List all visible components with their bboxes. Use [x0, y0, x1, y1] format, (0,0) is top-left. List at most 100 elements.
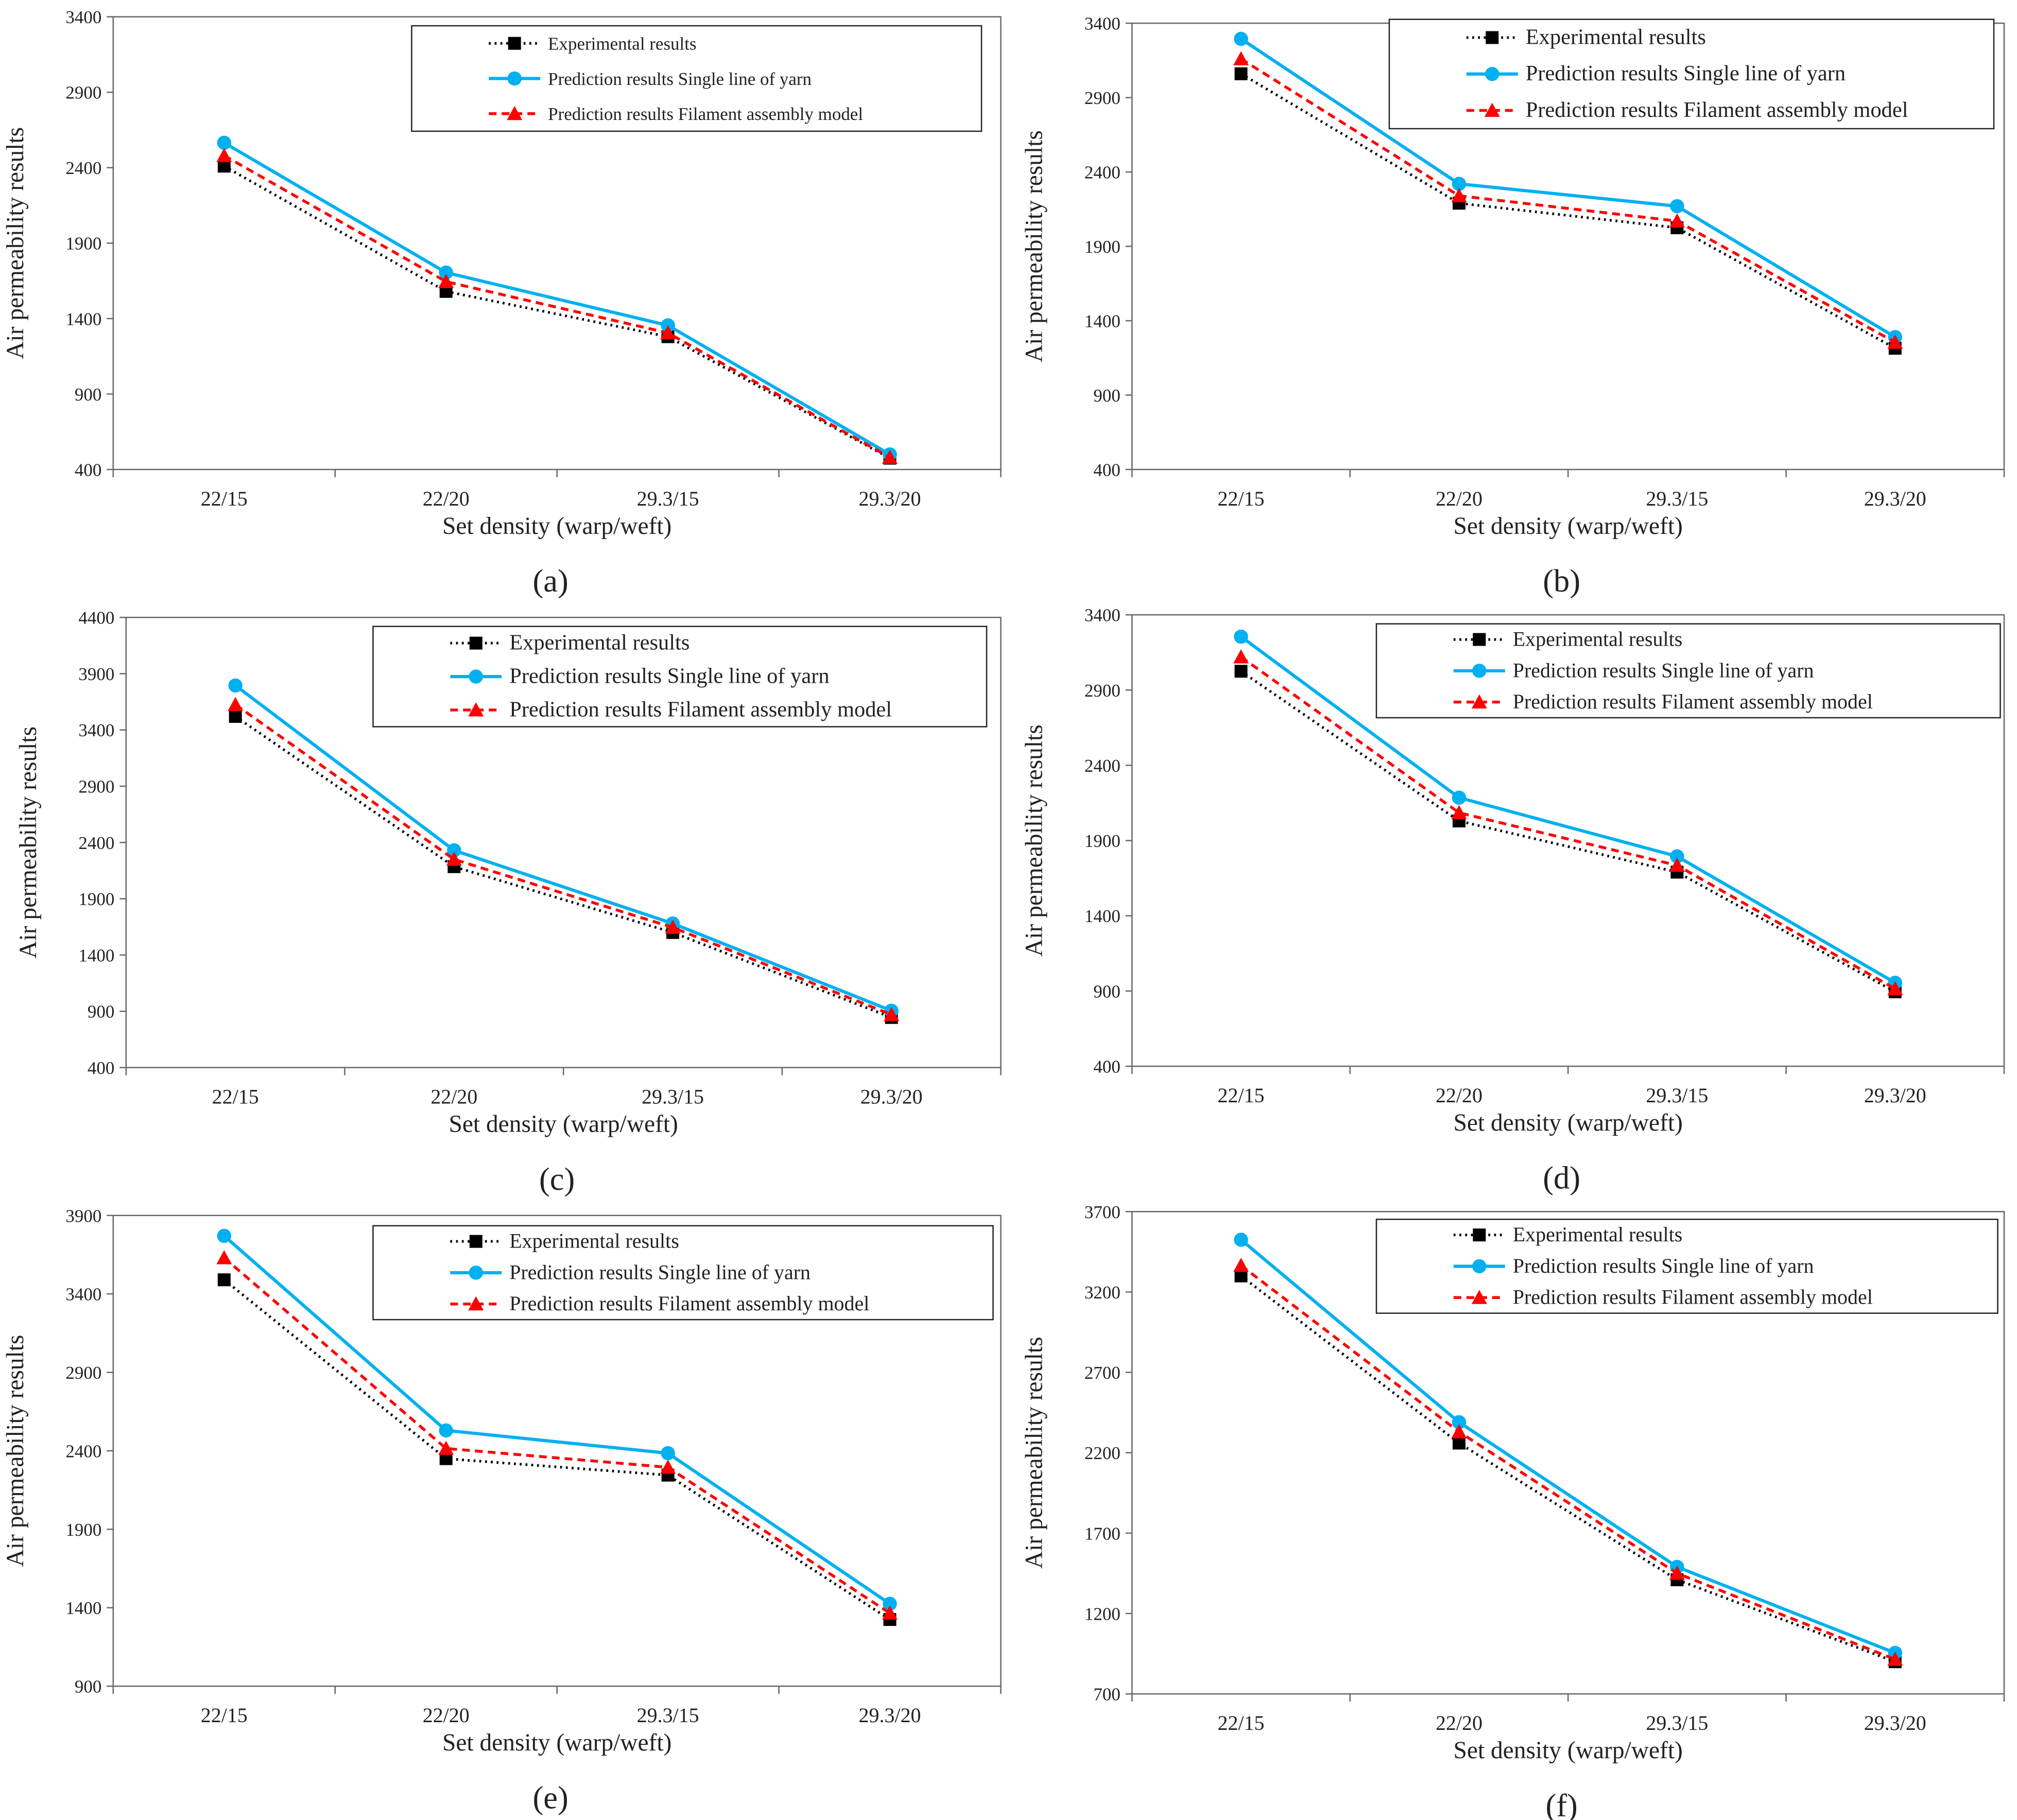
x-tick-label: 22/20: [430, 1085, 477, 1108]
y-tick-label: 900: [1093, 386, 1120, 406]
legend-marker: [468, 702, 484, 717]
y-tick-label: 2400: [65, 158, 101, 178]
data-point: [216, 148, 232, 162]
x-tick-label: 22/15: [1218, 1711, 1265, 1735]
x-axis-label: Set density (warp/weft): [449, 1111, 678, 1137]
legend-marker: [1484, 102, 1500, 117]
y-tick-label: 400: [1093, 1057, 1120, 1077]
y-tick-label: 3400: [1084, 14, 1120, 34]
series-line: [1240, 58, 1896, 344]
legend: Experimental results Prediction results S…: [1388, 19, 1995, 130]
x-axis-label: Set density (warp/weft): [1453, 1110, 1682, 1136]
y-axis-label: Air permeability results: [1021, 130, 1047, 362]
series-line: [223, 1256, 891, 1615]
y-tick-label: 3200: [1084, 1282, 1120, 1303]
data-point: [438, 1441, 454, 1455]
legend-label: Prediction results Filament assembly mod…: [509, 1292, 869, 1315]
y-axis-label: Air permeability results: [1021, 1337, 1047, 1569]
series-line: [1240, 655, 1896, 990]
y-tick-label: 2400: [78, 833, 114, 853]
legend-marker: [1472, 1259, 1487, 1274]
legend-label: Prediction results Filament assembly mod…: [1526, 98, 1908, 122]
data-point: [660, 325, 676, 340]
data-point: [1234, 665, 1248, 678]
legend-label: Experimental results: [548, 34, 696, 54]
x-tick-label: 22/15: [201, 1704, 248, 1727]
series-line: [1240, 670, 1896, 993]
data-point: [439, 1423, 453, 1438]
legend-marker: [1473, 633, 1486, 646]
panel-caption: (b): [1543, 563, 1580, 599]
x-tick-label: 29.3/15: [1646, 1711, 1708, 1735]
y-tick-label: 2400: [1084, 756, 1120, 776]
data-point: [1451, 805, 1467, 820]
legend-label: Prediction results Filament assembly mod…: [548, 104, 863, 124]
data-point: [1887, 334, 1903, 349]
y-tick-label: 2900: [65, 83, 101, 103]
series-filament-assembly: [216, 148, 898, 464]
data-point: [1452, 1415, 1467, 1430]
series-filament-assembly: [1233, 51, 1903, 349]
data-point: [1233, 649, 1249, 664]
x-tick-label: 22/15: [201, 487, 248, 510]
legend-marker: [469, 669, 484, 684]
data-point: [882, 449, 898, 464]
data-point: [1887, 981, 1903, 995]
y-tick-label: 3900: [78, 664, 114, 684]
data-point: [883, 1597, 897, 1611]
y-axis-label: Air permeability results: [2, 1335, 29, 1567]
y-tick-label: 2900: [78, 777, 114, 797]
legend-marker: [1471, 694, 1487, 709]
x-tick-label: 22/20: [1436, 1711, 1482, 1735]
series-line: [223, 141, 891, 456]
x-tick-label: 29.3/20: [1864, 487, 1926, 510]
y-tick-label: 400: [75, 460, 101, 480]
x-axis-label: Set density (warp/weft): [1453, 513, 1682, 540]
legend-label: Prediction results Single line of yarn: [509, 664, 829, 688]
y-tick-label: 1400: [78, 945, 114, 965]
data-point: [1452, 1436, 1466, 1450]
legend-marker: [1473, 1228, 1486, 1242]
y-tick-label: 3400: [78, 720, 114, 740]
panel-caption: (d): [1543, 1159, 1580, 1195]
y-tick-label: 3900: [65, 1206, 101, 1226]
legend-label: Prediction results Single line of yarn: [1513, 1254, 1814, 1277]
chart-panel-a: 400 900 1400 1900 2400 2900 3400 22/15 22/20 29.3…: [2, 7, 1002, 599]
data-point: [884, 1007, 900, 1021]
y-tick-label: 2900: [1084, 681, 1120, 701]
x-axis-label: Set density (warp/weft): [1453, 1737, 1682, 1764]
series-filament-assembly: [216, 1250, 898, 1620]
legend-marker: [469, 1235, 482, 1248]
data-point: [228, 697, 244, 712]
y-tick-label: 1700: [1084, 1523, 1120, 1544]
y-tick-label: 3400: [1084, 605, 1120, 626]
chart-panel-e: 900 1400 1900 2400 2900 3400 3900 22/15 22/20 29.…: [2, 1206, 1002, 1815]
chart-panel-b: 400 900 1400 1900 2400 2900 3400 22/15 22/20 29.3…: [1021, 14, 2005, 599]
legend: Experimental results Prediction results S…: [372, 626, 988, 727]
series-line: [223, 1278, 891, 1621]
data-point: [1669, 213, 1685, 228]
legend-label: Experimental results: [509, 1229, 679, 1253]
y-tick-label: 2400: [65, 1441, 101, 1461]
y-tick-label: 1400: [65, 309, 101, 329]
y-tick-label: 2900: [1084, 88, 1120, 108]
y-tick-label: 1900: [1084, 237, 1120, 257]
x-axis-label: Set density (warp/weft): [442, 1729, 671, 1756]
x-tick-label: 22/20: [423, 487, 470, 510]
series-line: [223, 1235, 891, 1605]
legend: Experimental results Prediction results S…: [1375, 1219, 1998, 1314]
legend-marker: [508, 37, 521, 50]
y-tick-label: 1900: [65, 1520, 101, 1540]
data-point: [665, 920, 681, 934]
y-axis-label: Air permeability results: [2, 127, 29, 359]
x-tick-label: 29.3/15: [1646, 487, 1708, 510]
x-axis-label: Set density (warp/weft): [442, 513, 671, 540]
y-tick-label: 1900: [78, 889, 114, 909]
data-point: [229, 710, 242, 723]
legend-marker: [469, 636, 482, 650]
legend-label: Prediction results Single line of yarn: [1513, 658, 1814, 682]
legend-marker: [1485, 67, 1499, 81]
panel-caption: (a): [533, 563, 568, 599]
y-tick-label: 1900: [65, 234, 101, 254]
y-tick-label: 2900: [65, 1363, 101, 1383]
